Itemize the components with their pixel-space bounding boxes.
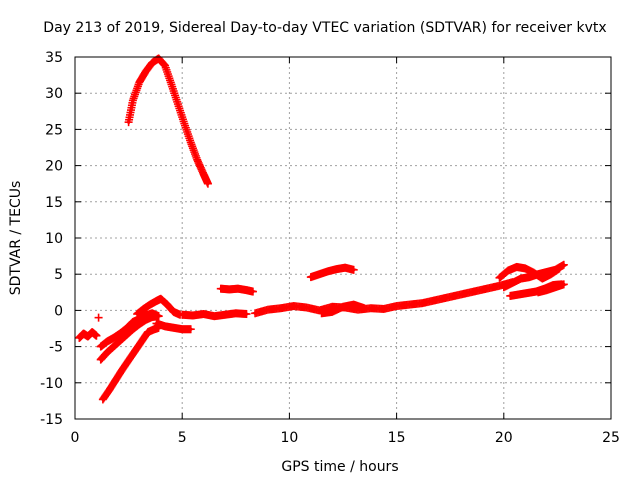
sdtvar-point [559, 260, 568, 269]
y-tick-label: 10 [45, 231, 63, 247]
y-tick-label: 30 [45, 86, 63, 102]
sdtvar-point [559, 280, 568, 289]
y-tick-label: -10 [40, 376, 63, 392]
x-tick-label: 25 [602, 430, 620, 446]
chart-title: Day 213 of 2019, Sidereal Day-to-day VTE… [43, 20, 606, 36]
y-tick-label: 0 [54, 303, 63, 319]
sdtvar-segment [499, 260, 568, 292]
sdtvar-segment [94, 313, 103, 322]
sdtvar-segment [178, 309, 251, 321]
grid-layer [75, 57, 611, 419]
sdtvar-point [186, 325, 195, 334]
y-tick-label: 20 [45, 159, 63, 175]
sdtvar-point [203, 179, 212, 188]
x-tick-label: 20 [495, 430, 513, 446]
sdtvar-segment [96, 309, 163, 351]
sdtvar-point [94, 313, 103, 322]
x-axis-title: GPS time / hours [281, 459, 398, 475]
y-axis-title: SDTVAR / TECUs [8, 181, 24, 296]
sdtvar-segment [534, 280, 568, 297]
x-tick-label: 5 [178, 430, 187, 446]
sdtvar-segment [317, 300, 369, 318]
sdtvar-segment [152, 319, 195, 334]
x-tick-label: 15 [388, 430, 406, 446]
data-layer [75, 54, 568, 404]
sdtvar-segment [75, 328, 101, 342]
y-tick-label: -15 [40, 412, 63, 428]
sdtvar-segment [306, 263, 358, 282]
y-tick-label: 5 [54, 267, 63, 283]
y-tick-label: 25 [45, 122, 63, 138]
sdtvar-segment [98, 323, 163, 404]
sdtvar-point [92, 331, 101, 340]
sdtvar-point [349, 265, 358, 274]
sdtvar-point [242, 310, 251, 319]
x-tick-label: 10 [280, 430, 298, 446]
y-tick-label: 35 [45, 50, 63, 66]
sdtvar-point [154, 312, 163, 321]
sdtvar-segment [124, 54, 212, 188]
sdtvar-segment [216, 284, 257, 296]
sdtvar-segment [251, 278, 517, 318]
y-tick-label: 15 [45, 195, 63, 211]
y-tick-label: -5 [49, 340, 63, 356]
sdtvar-point [248, 287, 257, 296]
x-tick-label: 0 [71, 430, 80, 446]
sdtvar-segment [133, 294, 185, 319]
axis-layer: 0 5 10 15 20 25 -15 -10 -5 0 5 10 15 20 25 30 35 [40, 50, 620, 446]
sdtvar-point [360, 304, 369, 313]
